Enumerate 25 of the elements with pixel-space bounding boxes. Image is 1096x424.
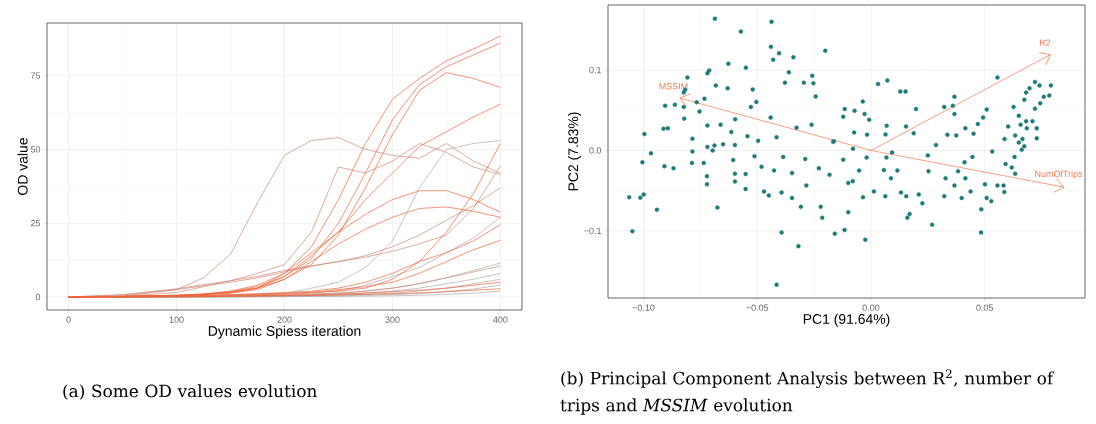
text: (b) Principal Component Analysis between R$^{2}$, number of trips and MSSIM evolution	[560, 369, 1055, 415]
x-axis-title: PC1 (91.64%)	[803, 313, 890, 327]
y-axis-title: PC2 (7.83%)	[567, 112, 581, 191]
y-tick-label: 50	[30, 146, 41, 153]
series-label: NumOfTrips	[1035, 170, 1083, 179]
y-tick-label: −0.1	[584, 227, 602, 234]
x-tick-label: 300	[385, 316, 400, 323]
y-tick-label: 0	[35, 293, 41, 301]
x-tick-label: 0.00	[862, 304, 880, 311]
series-label: MSSIM	[659, 83, 688, 90]
y-axis-title: OD value	[17, 138, 28, 195]
x-tick-label: 200	[277, 316, 292, 323]
x-tick-label: −0.10	[632, 304, 655, 311]
x-tick-label: 0	[66, 316, 71, 323]
x-tick-label: 0.05	[976, 304, 994, 311]
y-tick-label: 25	[30, 220, 41, 227]
x-tick-label: −0.05	[746, 304, 769, 311]
text: (a) Some OD values evolution	[63, 384, 317, 400]
y-tick-label: 75	[30, 72, 41, 79]
series-label: R2	[1039, 39, 1051, 46]
y-tick-label: 0.0	[589, 147, 602, 154]
y-tick-label: 0.1	[589, 66, 602, 74]
x-axis-title: Dynamic Spiess iteration	[208, 325, 361, 339]
x-tick-label: 400	[493, 316, 508, 323]
x-tick-label: 100	[169, 316, 184, 323]
